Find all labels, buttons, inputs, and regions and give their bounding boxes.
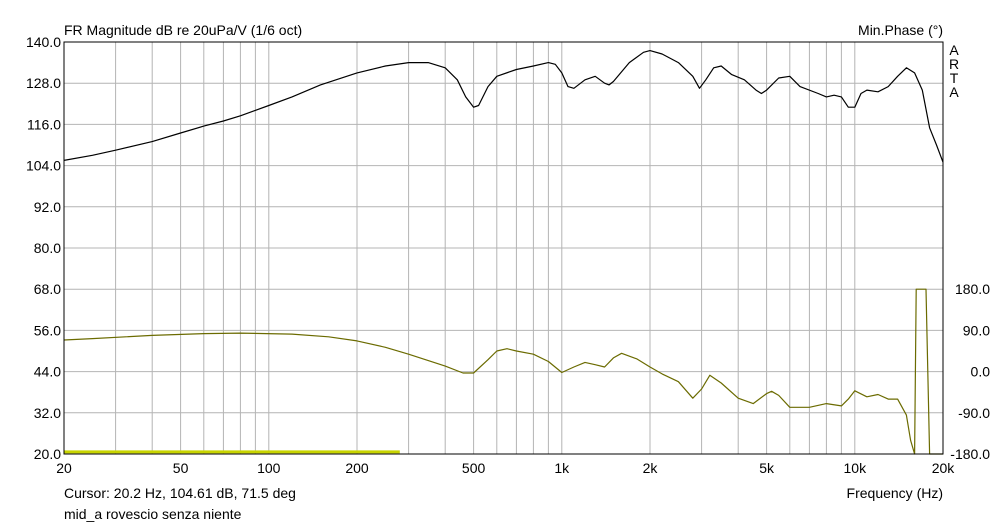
x-tick-label: 1k [554,460,570,476]
x-axis-label: Frequency (Hz) [846,485,943,501]
y-tick-label: 128.0 [26,75,61,91]
y2-tick-label: 0.0 [971,364,991,380]
y-tick-label: 140.0 [26,34,61,50]
x-tick-label: 2k [643,460,659,476]
y-tick-labels: 140.0 128.0 116.0 104.0 92.0 80.0 68.0 56.0 44.0… [26,34,61,462]
grid-layer [64,41,943,455]
cursor-readout: Cursor: 20.2 Hz, 104.61 dB, 71.5 deg [64,485,296,501]
y-tick-label: 32.0 [34,405,61,421]
y-tick-label: 20.0 [34,446,61,462]
watermark-letter: R [948,56,960,72]
watermark-letter: T [949,70,959,86]
x-tick-label: 20k [932,460,956,476]
x-tick-label: 20 [56,460,72,476]
y-tick-label: 80.0 [34,240,61,256]
x-tick-labels: 20 50 100 200 500 1k 2k 5k 10k 20k [56,460,955,476]
series-layer [63,49,944,455]
magnitude-curve [63,49,944,163]
plot-frame [63,41,944,455]
chart-title: FR Magnitude dB re 20uPa/V (1/6 oct) [64,22,303,38]
y2-tick-label: 180.0 [955,281,990,297]
y-tick-label: 104.0 [26,158,61,174]
x-tick-label: 50 [173,460,189,476]
y2-tick-label: 90.0 [963,322,990,338]
phase-curve [63,288,943,455]
x-tick-label: 200 [345,460,369,476]
right-axis-title: Min.Phase (°) [858,22,943,38]
x-tick-label: 5k [759,460,775,476]
y-tick-label: 92.0 [34,199,61,215]
x-tick-label: 10k [844,460,868,476]
watermark-letter: A [949,84,959,100]
y-tick-label: 44.0 [34,364,61,380]
y2-tick-label: -90.0 [958,405,990,421]
y2-tick-labels: 180.0 90.0 0.0 -90.0 -180.0 [950,281,990,462]
y-tick-label: 68.0 [34,281,61,297]
watermark-letter: A [949,42,959,58]
footer-label: mid_a rovescio senza niente [64,506,242,522]
y2-tick-label: -180.0 [950,446,990,462]
x-tick-label: 100 [257,460,281,476]
y-tick-label: 56.0 [34,322,61,338]
arta-watermark: A R T A [947,43,961,99]
x-tick-label: 500 [462,460,486,476]
y-tick-label: 116.0 [27,116,61,132]
